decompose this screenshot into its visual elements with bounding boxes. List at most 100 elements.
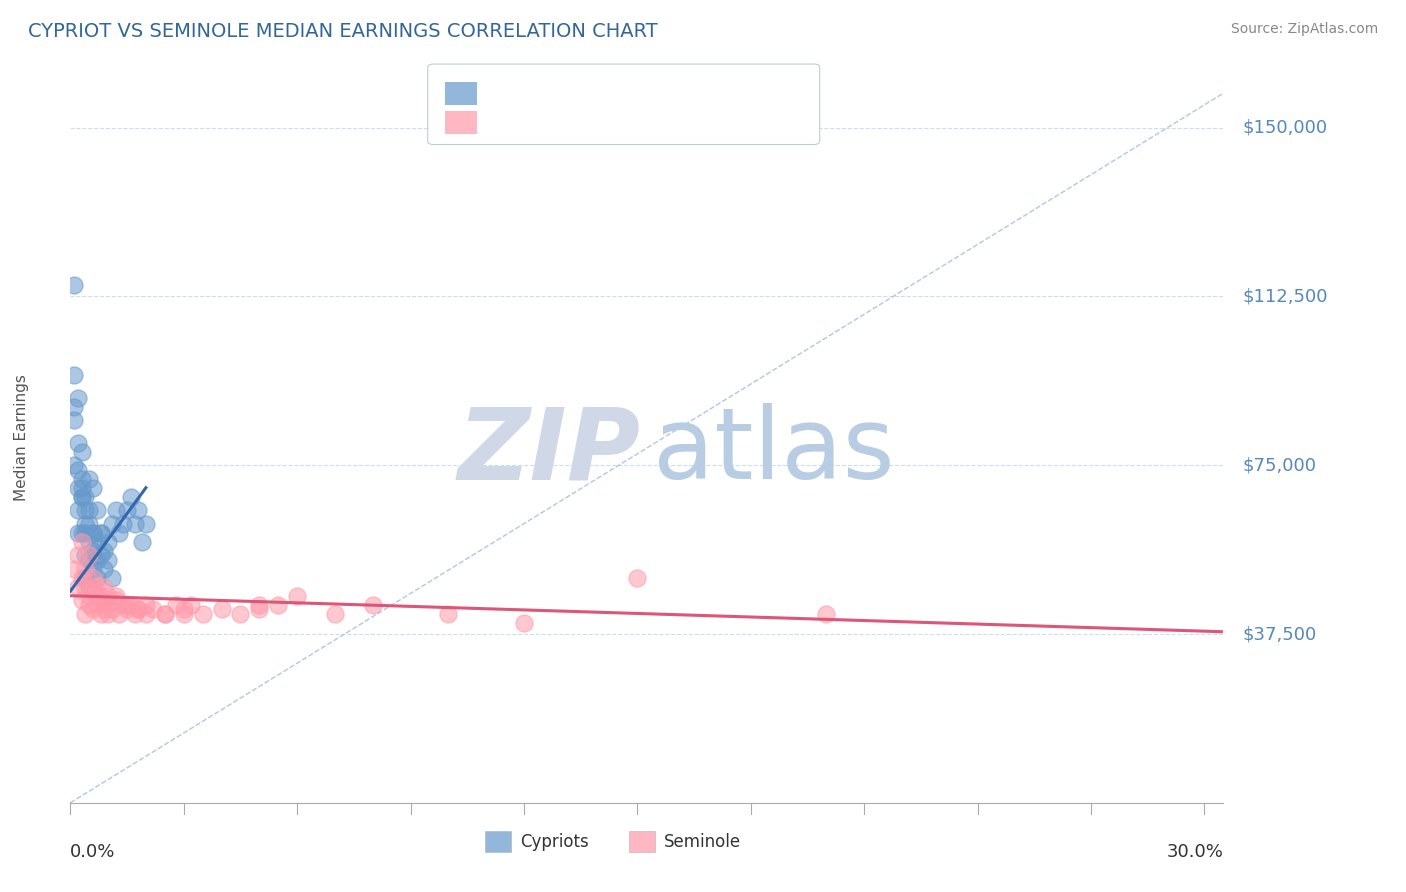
Text: $150,000: $150,000 — [1241, 119, 1327, 136]
Point — [173, 607, 195, 621]
Point — [112, 516, 135, 531]
Point — [142, 602, 165, 616]
Point — [86, 534, 108, 549]
Point — [97, 589, 120, 603]
Text: -0.143: -0.143 — [543, 113, 603, 131]
Bar — [446, 81, 477, 105]
Point — [90, 589, 112, 603]
Point — [70, 472, 93, 486]
Point — [86, 589, 108, 603]
Point — [82, 571, 104, 585]
Point — [211, 602, 233, 616]
Point — [86, 598, 108, 612]
Point — [75, 571, 97, 585]
Point — [112, 598, 135, 612]
Point — [77, 503, 100, 517]
Point — [115, 598, 138, 612]
Point — [75, 607, 97, 621]
Point — [127, 602, 149, 616]
Point — [70, 534, 93, 549]
Point — [90, 607, 112, 621]
Text: 30.0%: 30.0% — [1167, 843, 1223, 862]
Point — [97, 534, 120, 549]
Point — [86, 553, 108, 567]
Point — [75, 562, 97, 576]
Text: N =: N = — [636, 113, 666, 131]
Point — [77, 580, 100, 594]
Point — [90, 525, 112, 540]
Text: $37,500: $37,500 — [1241, 625, 1316, 643]
Bar — [485, 831, 510, 852]
Point — [127, 602, 149, 616]
Point — [108, 525, 131, 540]
Point — [70, 444, 93, 458]
Point — [153, 607, 176, 621]
Text: atlas: atlas — [652, 403, 894, 500]
Point — [93, 602, 115, 616]
Text: R =: R = — [489, 85, 520, 103]
Point — [63, 458, 86, 473]
Point — [101, 571, 124, 585]
Point — [104, 593, 127, 607]
Point — [82, 580, 104, 594]
Point — [86, 571, 108, 585]
Point — [97, 607, 120, 621]
Point — [75, 548, 97, 562]
Point — [75, 525, 97, 540]
Point — [127, 503, 149, 517]
Point — [135, 607, 157, 621]
Point — [66, 525, 89, 540]
Point — [115, 602, 138, 616]
Point — [626, 571, 648, 585]
Point — [93, 580, 115, 594]
Point — [135, 598, 157, 612]
Text: Seminole: Seminole — [664, 832, 741, 851]
Point — [97, 553, 120, 567]
Point — [513, 615, 536, 630]
Point — [77, 589, 100, 603]
Point — [86, 580, 108, 594]
Point — [63, 278, 86, 293]
Text: Cypriots: Cypriots — [520, 832, 589, 851]
Point — [153, 607, 176, 621]
Point — [63, 413, 86, 427]
Text: 56: 56 — [682, 85, 704, 103]
Point — [135, 516, 157, 531]
Point — [120, 598, 142, 612]
Point — [180, 598, 202, 612]
Point — [70, 490, 93, 504]
Point — [90, 548, 112, 562]
Point — [108, 607, 131, 621]
Point — [361, 598, 384, 612]
Point — [90, 593, 112, 607]
Point — [63, 368, 86, 383]
Point — [77, 472, 100, 486]
Point — [90, 525, 112, 540]
Text: Source: ZipAtlas.com: Source: ZipAtlas.com — [1230, 22, 1378, 37]
Point — [285, 589, 308, 603]
Point — [66, 548, 89, 562]
Text: $112,500: $112,500 — [1241, 287, 1327, 305]
Point — [82, 543, 104, 558]
Point — [77, 534, 100, 549]
Text: 59: 59 — [682, 113, 704, 131]
Bar — [630, 831, 655, 852]
Point — [66, 503, 89, 517]
Point — [82, 562, 104, 576]
Point — [267, 598, 290, 612]
Point — [104, 589, 127, 603]
Point — [124, 607, 146, 621]
Point — [247, 598, 270, 612]
Point — [815, 607, 838, 621]
Point — [70, 490, 93, 504]
Point — [173, 602, 195, 616]
Point — [229, 607, 252, 621]
Point — [75, 503, 97, 517]
Text: Median Earnings: Median Earnings — [14, 374, 30, 500]
Point — [66, 391, 89, 405]
Point — [70, 481, 93, 495]
Point — [82, 525, 104, 540]
Point — [101, 516, 124, 531]
Point — [93, 543, 115, 558]
Point — [86, 503, 108, 517]
